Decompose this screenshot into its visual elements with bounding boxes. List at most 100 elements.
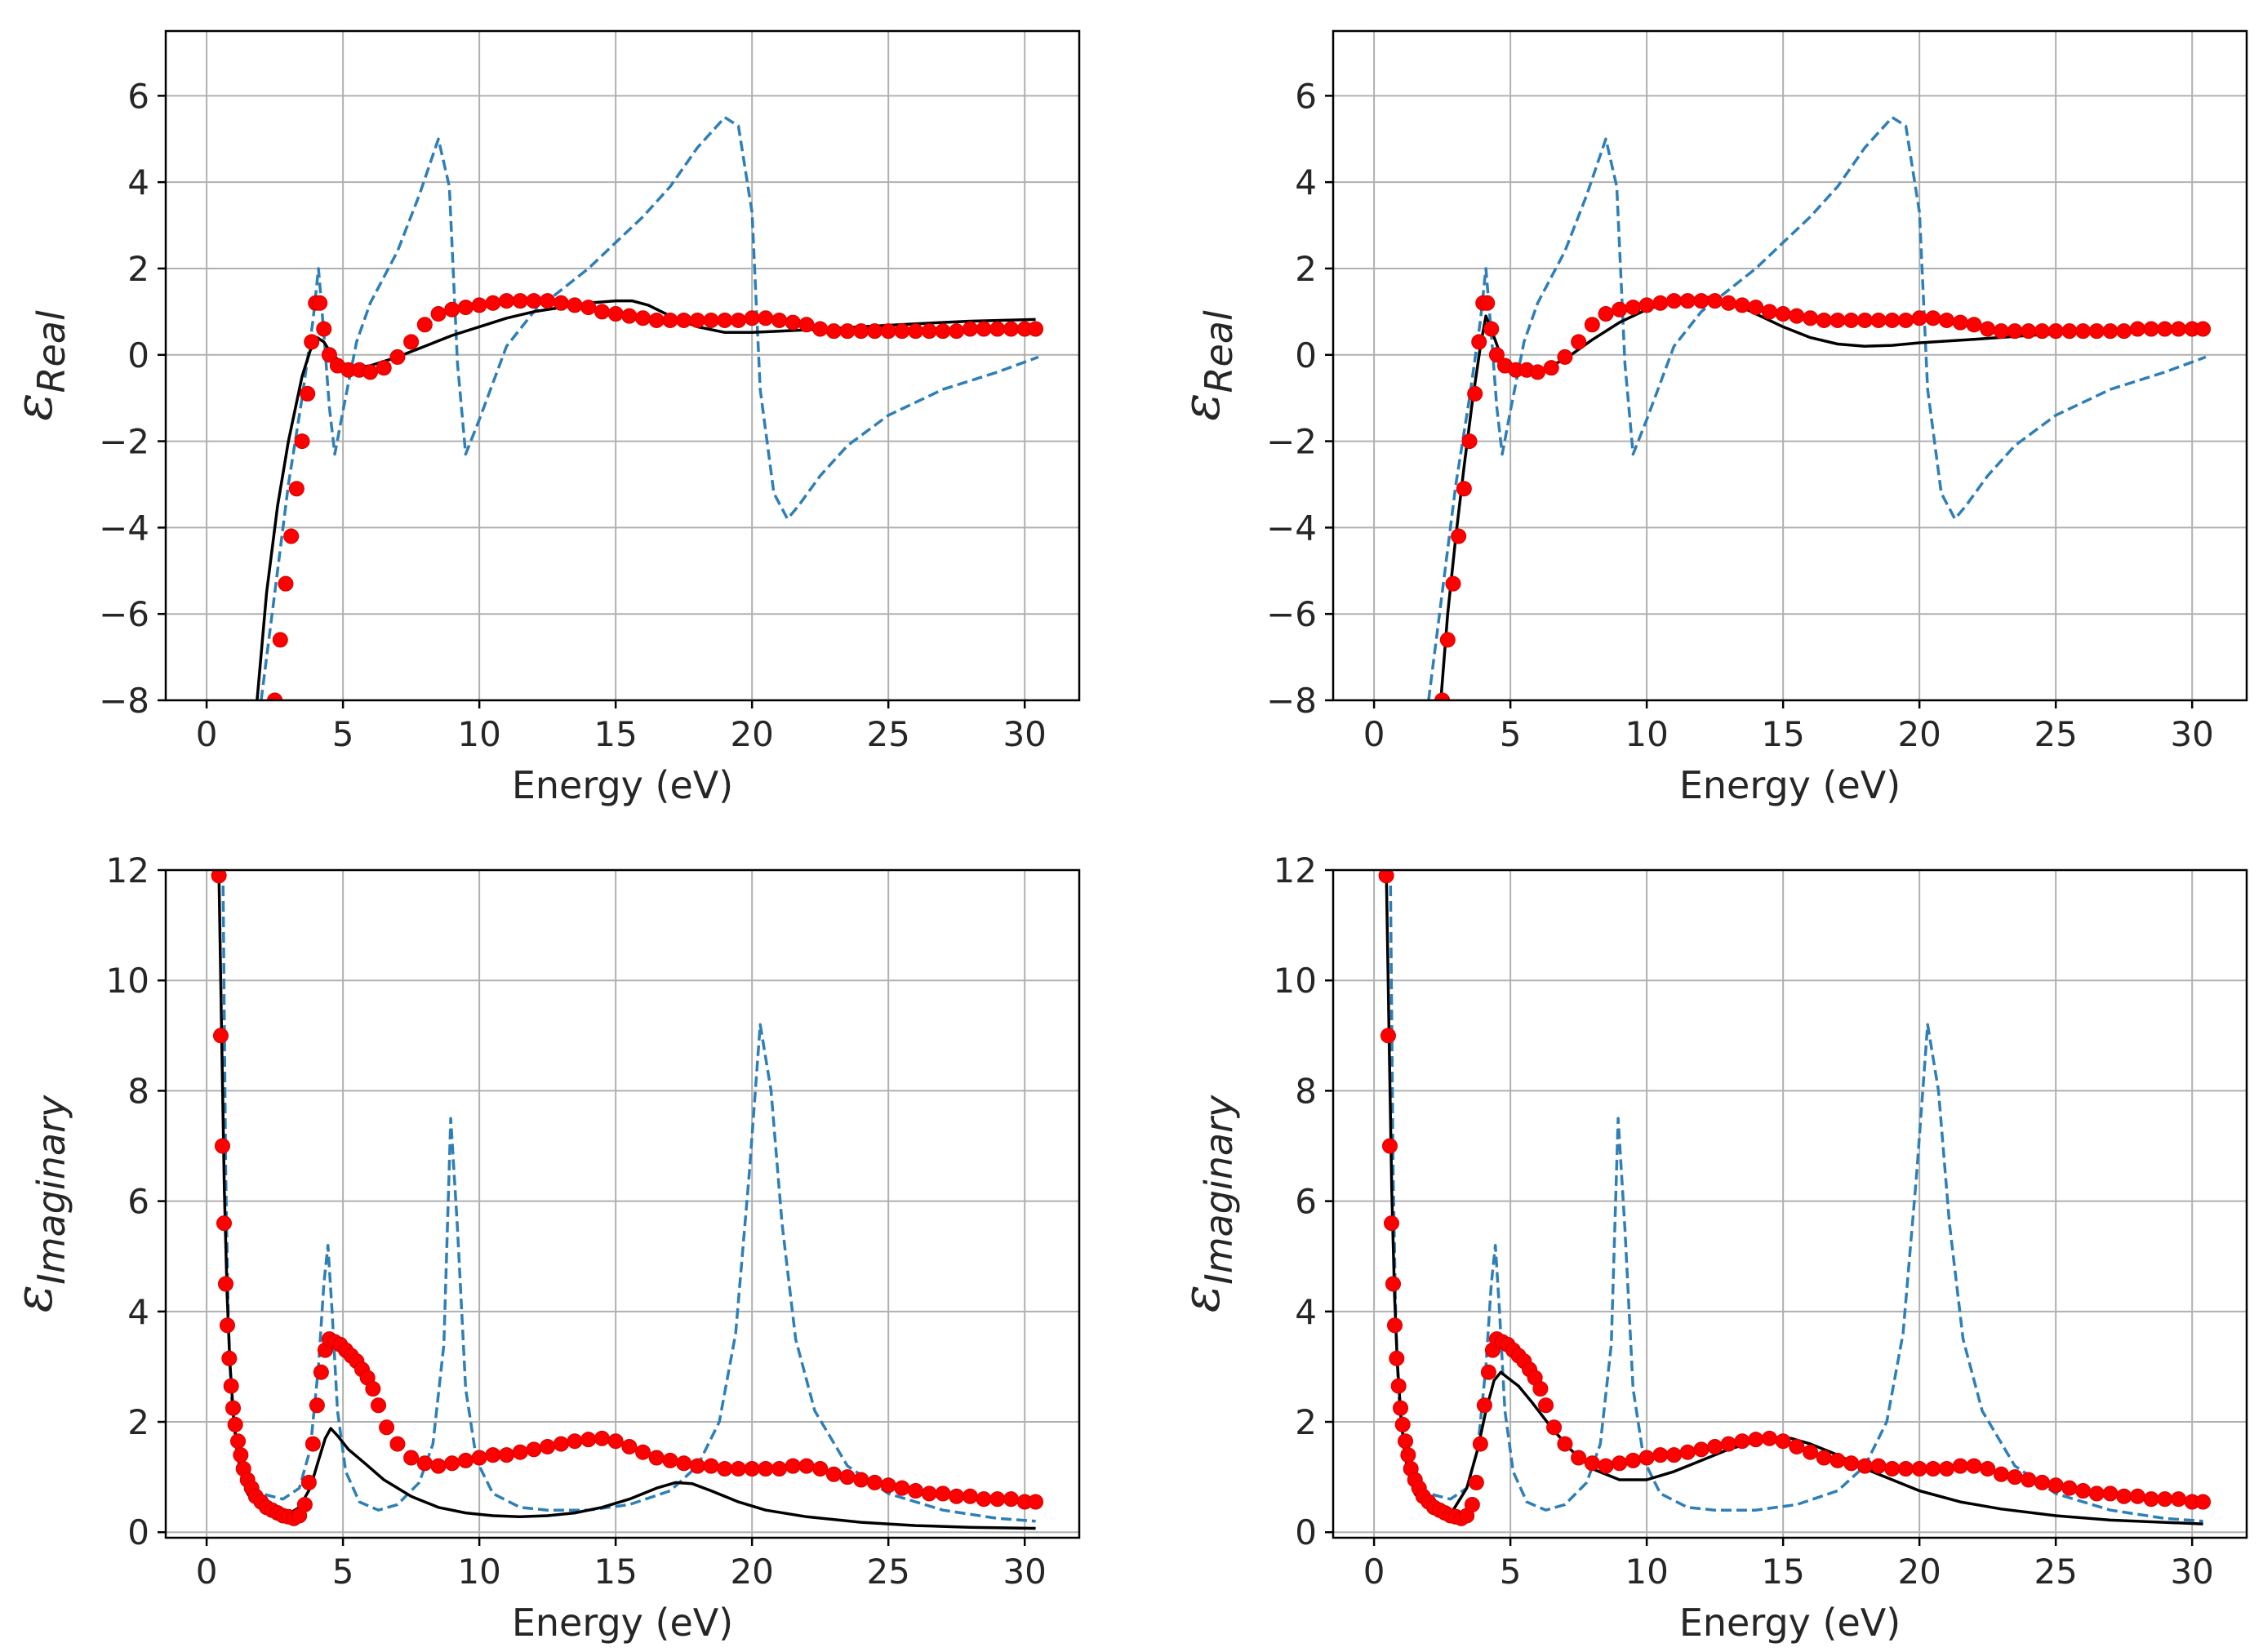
series-fit-line <box>1439 295 2203 700</box>
series-group <box>211 870 1044 1530</box>
reference-point <box>2047 323 2064 340</box>
reference-point <box>371 1397 387 1414</box>
reference-point <box>785 1458 801 1474</box>
reference-point <box>499 1447 515 1463</box>
reference-point <box>1707 1438 1723 1454</box>
reference-point <box>389 349 406 365</box>
x-tick-label: 10 <box>1625 714 1668 754</box>
series-group <box>1427 116 2212 700</box>
reference-point <box>1666 1447 1683 1463</box>
reference-point <box>1571 1450 1587 1466</box>
reference-point <box>894 1480 910 1496</box>
reference-point <box>607 1433 624 1450</box>
reference-point <box>2088 323 2105 340</box>
reference-point <box>216 1215 232 1232</box>
reference-point <box>2061 1480 2078 1496</box>
reference-point <box>607 306 624 322</box>
reference-point <box>580 300 597 316</box>
reference-point <box>2047 1477 2064 1494</box>
reference-point <box>1666 293 1683 309</box>
reference-point <box>1380 1028 1396 1044</box>
y-tick-label: 6 <box>1295 1182 1317 1222</box>
series-group <box>1378 870 2212 1526</box>
reference-point <box>989 1491 1006 1508</box>
series-reference <box>1378 870 2212 1526</box>
reference-point <box>717 1460 733 1477</box>
reference-point <box>2061 323 2078 340</box>
reference-point <box>812 321 829 337</box>
reference-point <box>1966 317 1982 333</box>
reference-point <box>853 323 869 340</box>
reference-point <box>403 334 420 350</box>
reference-point <box>662 1452 678 1468</box>
reference-point <box>512 1444 528 1460</box>
reference-point <box>2143 1491 2159 1508</box>
reference-point <box>2116 1488 2132 1504</box>
reference-point <box>1993 323 2009 340</box>
x-tick-label: 20 <box>730 714 773 754</box>
panel-bottom-left: 0 5 10 15 20 25 30 0 2 4 6 8 10 12 Energy (eV) εImagina… <box>4 850 1081 1645</box>
reference-point <box>1386 1317 1403 1334</box>
reference-point <box>430 306 447 322</box>
reference-point <box>2021 323 2037 340</box>
reference-point <box>825 323 842 340</box>
reference-point <box>1390 1378 1407 1394</box>
x-tick-label: 5 <box>1500 1552 1522 1592</box>
reference-point <box>1394 1416 1411 1432</box>
reference-point <box>798 317 815 333</box>
reference-point <box>880 323 896 340</box>
reference-point <box>1843 1455 1860 1472</box>
x-tick-label: 20 <box>730 1552 773 1592</box>
x-tick-label: 5 <box>332 714 354 754</box>
reference-point <box>771 312 788 328</box>
y-tick-label: 6 <box>127 1182 149 1222</box>
reference-point <box>676 312 692 328</box>
reference-point <box>1952 1458 1968 1474</box>
x-tick-label: 5 <box>332 1552 354 1592</box>
reference-point <box>1400 1447 1416 1463</box>
reference-point <box>1598 1458 1614 1474</box>
reference-point <box>471 1450 487 1466</box>
reference-point <box>744 310 760 326</box>
y-tick-label: 8 <box>127 1071 149 1111</box>
reference-point <box>839 1469 856 1485</box>
reference-point <box>267 692 283 700</box>
reference-point <box>2195 1494 2212 1510</box>
reference-point <box>2007 323 2023 340</box>
reference-point <box>758 1460 774 1477</box>
reference-point <box>594 1430 610 1446</box>
reference-point <box>225 1400 242 1416</box>
reference-point <box>1884 312 1901 328</box>
reference-point <box>1925 1460 1941 1477</box>
axes-frame <box>1332 29 2248 702</box>
y-axis-label: εImaginary <box>1172 1095 1241 1312</box>
reference-point <box>379 1419 395 1436</box>
reference-point <box>403 1450 420 1466</box>
reference-point <box>2102 1485 2119 1502</box>
reference-point <box>1707 293 1723 309</box>
reference-point <box>430 1458 447 1474</box>
y-tick-label: 4 <box>127 1292 149 1332</box>
reference-point <box>526 1441 542 1458</box>
reference-point <box>389 1436 406 1452</box>
reference-point <box>989 321 1006 337</box>
y-tick-label: 2 <box>1295 249 1317 289</box>
reference-point <box>908 1483 924 1499</box>
y-tick-label: 0 <box>1295 335 1317 375</box>
reference-point <box>1571 334 1587 350</box>
reference-point <box>1598 306 1614 322</box>
reference-point <box>526 293 542 309</box>
reference-point <box>1461 433 1478 450</box>
x-tick-label: 0 <box>196 1552 218 1592</box>
reference-point <box>1870 1458 1887 1474</box>
reference-point <box>2170 321 2186 337</box>
reference-point <box>1775 306 1791 322</box>
reference-point <box>1803 310 1819 326</box>
series-model-line <box>1389 870 2203 1523</box>
reference-point <box>689 312 705 328</box>
x-tick-label: 25 <box>2034 714 2077 754</box>
reference-point <box>444 301 460 318</box>
reference-point <box>288 481 305 497</box>
reference-point <box>233 1447 249 1463</box>
reference-point <box>416 317 433 333</box>
